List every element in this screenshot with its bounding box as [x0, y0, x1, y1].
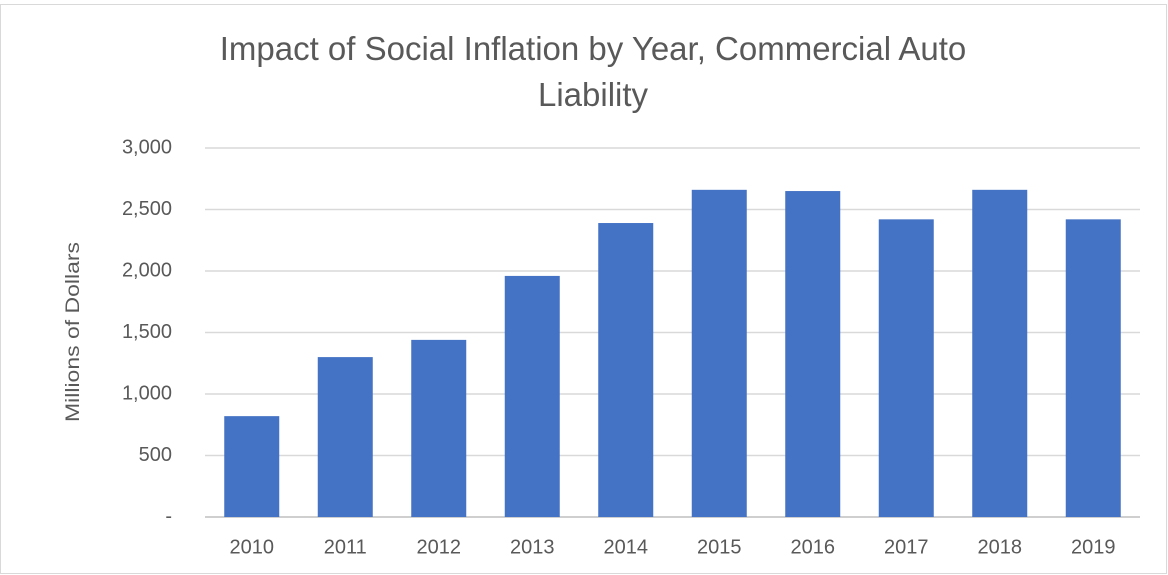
y-axis-label: Millions of Dollars: [63, 242, 84, 422]
y-tick-label: 1,500: [122, 321, 172, 343]
bar: [785, 191, 841, 518]
chart-title: Impact of Social Inflation by Year, Comm…: [219, 30, 967, 113]
y-tick-label: 2,000: [122, 259, 172, 281]
x-tick-label: 2018: [978, 536, 1023, 558]
x-tick-label: 2015: [697, 536, 742, 558]
bar: [224, 416, 280, 517]
y-tick-label: 500: [139, 444, 172, 466]
bar: [691, 189, 747, 517]
y-tick-label: 1,000: [122, 382, 172, 404]
x-tick-label: 2016: [791, 536, 836, 558]
y-tick-label: 2,500: [122, 198, 172, 220]
chart-frame: [0, 4, 1167, 574]
x-tick-label: 2010: [230, 536, 275, 558]
x-tick-label: 2014: [604, 536, 649, 558]
bar: [972, 189, 1028, 517]
x-tick-label: 2019: [1071, 536, 1116, 558]
bar: [411, 339, 467, 517]
bar: [504, 275, 560, 517]
bar: [1065, 219, 1121, 517]
bar: [598, 223, 654, 517]
bar: [878, 219, 934, 517]
x-tick-label: 2017: [884, 536, 929, 558]
x-tick-label: 2012: [417, 536, 462, 558]
y-tick-label: 3,000: [122, 136, 172, 158]
x-tick-label: 2011: [324, 536, 367, 558]
y-tick-label: -: [165, 505, 172, 527]
x-tick-label: 2013: [510, 536, 555, 558]
bar: [317, 357, 373, 517]
